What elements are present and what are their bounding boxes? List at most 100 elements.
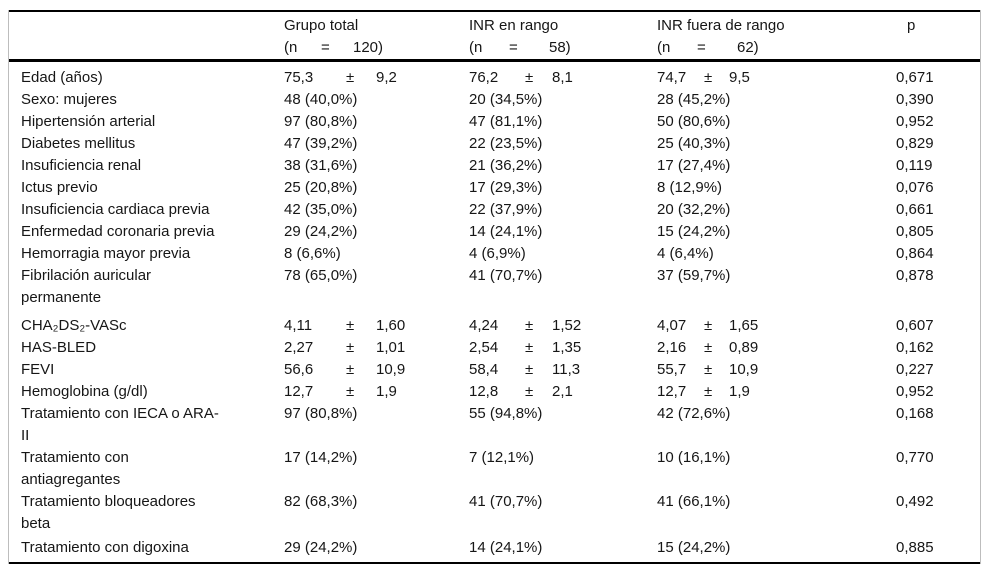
cell-value: 74,7 ±9,5 (657, 69, 750, 86)
cell-value: 17 (14,2%) (284, 449, 358, 466)
header-grupo-total: Grupo total (n = 120) (284, 11, 469, 62)
cell-value: 50 (80,6%) (657, 113, 731, 130)
table-row: Enfermedad coronaria previa 29 (24,2%) 14 … (9, 221, 980, 243)
cell-value: 76,2 ±8,1 (469, 69, 573, 86)
cell-value: 8 (12,9%) (657, 179, 723, 196)
p-value: 0,885 (896, 539, 934, 556)
cell-value: 48 (40,0%) (284, 91, 358, 108)
cell-value: 42 (35,0%) (284, 201, 358, 218)
cell-value: 7 (12,1%) (469, 449, 535, 466)
cell-value: 4,11 ±1,60 (284, 317, 406, 334)
cell-value: 20 (34,5%) (469, 91, 543, 108)
cell-value: 17 (27,4%) (657, 157, 731, 174)
p-value: 0,162 (896, 339, 934, 356)
row-label: Insuficiencia renal (21, 157, 142, 174)
cell-value: 15 (24,2%) (657, 539, 731, 556)
p-value: 0,829 (896, 135, 934, 152)
cell-value: 41 (70,7%) (469, 493, 543, 510)
cell-value: 55 (94,8%) (469, 405, 543, 422)
p-value: 0,671 (896, 69, 934, 86)
cell-value: 56,6 ±10,9 (284, 361, 406, 378)
p-value: 0,770 (896, 449, 934, 466)
cell-value: 21 (36,2%) (469, 157, 543, 174)
cell-value: 2,54 ±1,35 (469, 339, 582, 356)
cell-value: 97 (80,8%) (284, 405, 358, 422)
column-title: p (907, 17, 916, 34)
cell-value: 4 (6,9%) (469, 245, 526, 262)
p-value: 0,661 (896, 201, 934, 218)
table-row: Hemorragia mayor previa 8 (6,6%) 4 (6,9%) 4… (9, 243, 980, 265)
header-inr-en-rango: INR en rango (n = 58) (469, 11, 657, 62)
cell-value: 37 (59,7%) (657, 267, 731, 284)
header-p-value: p (896, 11, 980, 62)
cell-value: 4,24 ±1,52 (469, 317, 582, 334)
cell-value: 2,27 ±1,01 (284, 339, 406, 356)
column-title: INR fuera de rango (657, 17, 785, 34)
p-value: 0,878 (896, 267, 934, 284)
cell-value: 28 (45,2%) (657, 91, 731, 108)
cell-value: 38 (31,6%) (284, 157, 358, 174)
row-label: Enfermedad coronaria previa (21, 223, 215, 240)
cell-value: 8 (6,6%) (284, 245, 341, 262)
p-value: 0,607 (896, 317, 934, 334)
header-empty-cell (9, 11, 284, 62)
cell-value: 55,7 ±10,9 (657, 361, 759, 378)
table-row: Tratamiento con digoxina 29 (24,2%) 14 (24… (9, 537, 980, 563)
table-row: Hemoglobina (g/dl) 12,7 ±1,9 12,8 ±2,1 12,7 ±1… (9, 381, 980, 403)
clinical-characteristics-table: Grupo total (n = 120) INR en rango (n = 58) … (8, 10, 981, 564)
row-label: CHA₂DS₂-VASc (21, 317, 127, 334)
cell-value: 2,16 ±0,89 (657, 339, 759, 356)
header-inr-fuera-de-rango: INR fuera de rango (n = 62) (657, 11, 896, 62)
cell-value: 10 (16,1%) (657, 449, 731, 466)
header-row: Grupo total (n = 120) INR en rango (n = 58) … (9, 11, 980, 62)
row-label: Sexo: mujeres (21, 91, 117, 108)
table-row: Insuficiencia renal 38 (31,6%) 21 (36,2%) 1… (9, 155, 980, 177)
table-row: Ictus previo 25 (20,8%) 17 (29,3%) 8 (12,9%… (9, 177, 980, 199)
cell-value: 58,4 ±11,3 (469, 361, 581, 378)
row-label: Hipertensión arterial (21, 113, 156, 130)
cell-value: 97 (80,8%) (284, 113, 358, 130)
row-label: FEVI (21, 361, 55, 378)
cell-value: 15 (24,2%) (657, 223, 731, 240)
table-row: Edad (años) 75,3 ±9,2 76,2 ±8,1 74,7 ±9,5 0,671 (9, 61, 980, 90)
table-row: Tratamiento con antiagregantes 17 (14,2%)… (9, 447, 980, 491)
data-table: Grupo total (n = 120) INR en rango (n = 58) … (9, 10, 980, 564)
row-label: HAS-BLED (21, 339, 97, 356)
cell-value: 14 (24,1%) (469, 539, 543, 556)
cell-value: 22 (23,5%) (469, 135, 543, 152)
cell-value: 20 (32,2%) (657, 201, 731, 218)
column-n-count: (n = 120) (284, 39, 384, 56)
cell-value: 82 (68,3%) (284, 493, 358, 510)
row-label: Edad (años) (21, 69, 103, 86)
cell-value: 47 (39,2%) (284, 135, 358, 152)
cell-value: 4 (6,4%) (657, 245, 714, 262)
row-label: Tratamiento con antiagregantes (21, 449, 129, 488)
p-value: 0,227 (896, 361, 934, 378)
table-row: Insuficiencia cardiaca previa 42 (35,0%) 2… (9, 199, 980, 221)
row-label: Insuficiencia cardiaca previa (21, 201, 210, 218)
cell-value: 41 (70,7%) (469, 267, 543, 284)
cell-value: 4,07 ±1,65 (657, 317, 759, 334)
cell-value: 41 (66,1%) (657, 493, 731, 510)
p-value: 0,805 (896, 223, 934, 240)
table-row: Hipertensión arterial 97 (80,8%) 47 (81,1%… (9, 111, 980, 133)
row-label: Tratamiento bloqueadores beta (21, 493, 196, 532)
p-value: 0,952 (896, 383, 934, 400)
table-row: CHA₂DS₂-VASc 4,11 ±1,60 4,24 ±1,52 4,07 ±1,65 0… (9, 315, 980, 337)
row-label: Ictus previo (21, 179, 98, 196)
row-label: Tratamiento con digoxina (21, 539, 189, 556)
row-label: Hemoglobina (g/dl) (21, 383, 148, 400)
p-value: 0,864 (896, 245, 934, 262)
column-title: Grupo total (284, 17, 359, 34)
table-body: Edad (años) 75,3 ±9,2 76,2 ±8,1 74,7 ±9,5 0,671… (9, 61, 980, 564)
cell-value: 75,3 ±9,2 (284, 69, 397, 86)
cell-value: 22 (37,9%) (469, 201, 543, 218)
cell-value: 12,7 ±1,9 (284, 383, 397, 400)
cell-value: 47 (81,1%) (469, 113, 543, 130)
cell-value: 12,7 ±1,9 (657, 383, 750, 400)
table-row: Tratamiento bloqueadores beta 82 (68,3%) 4… (9, 491, 980, 537)
cell-value: 29 (24,2%) (284, 539, 358, 556)
table-row: Tratamiento con IECA o ARA- II 97 (80,8%)… (9, 403, 980, 447)
p-value: 0,168 (896, 405, 934, 422)
